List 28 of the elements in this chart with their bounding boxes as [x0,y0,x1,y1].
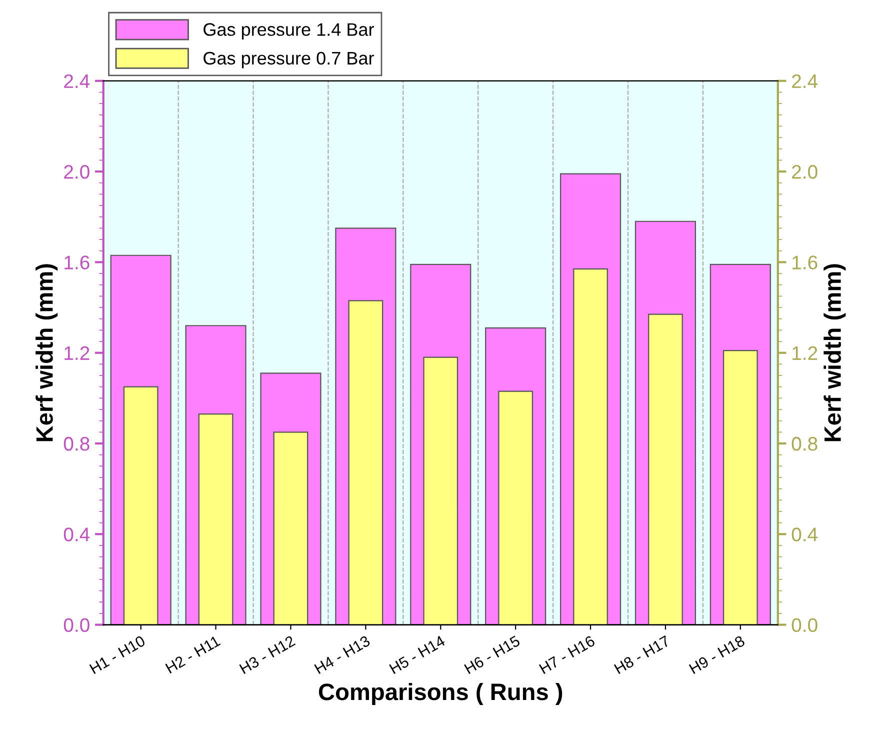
legend-label: Gas pressure 0.7 Bar [204,52,374,68]
y-tick-label: 1.2 [64,346,90,360]
x-tick-label: H6 - H15 [464,635,521,674]
y-tick-label: 0.4 [64,528,90,542]
x-tick-label: H5 - H14 [389,635,446,674]
x-tick-label: H7 - H16 [538,635,596,674]
x-axis-title: Comparisons ( Runs ) [318,682,562,705]
y2-tick-label: 1.2 [792,346,818,360]
x-tick-label: H9 - H18 [688,635,746,674]
y-axis-title: Kerf width (mm) [36,264,58,442]
x-tick-label: H4 - H13 [314,635,371,674]
x-tick-label: H3 - H12 [239,635,296,674]
y2-tick-label: 2.0 [792,164,818,179]
y-tick-label: 1.6 [64,256,90,270]
y2-tick-label: 0.8 [792,436,818,451]
y-tick-label: 2.4 [64,74,90,88]
legend-label: Gas pressure 1.4 Bar [204,23,374,40]
y2-tick-label: 2.4 [792,74,818,88]
y2-tick-label: 1.6 [792,256,818,270]
y-tick-label: 0.0 [64,618,90,632]
x-tick-label: H8 - H17 [614,635,670,674]
y-tick-label: 2.0 [64,164,90,179]
y2-axis-title: Kerf width (mm) [824,264,846,442]
x-tick-label: H1 - H10 [89,635,146,674]
y2-tick-label: 0.4 [792,528,818,542]
y2-tick-label: 0.0 [792,618,818,632]
x-tick-label: H2 - H11 [165,635,221,674]
y-tick-label: 0.8 [64,436,90,451]
